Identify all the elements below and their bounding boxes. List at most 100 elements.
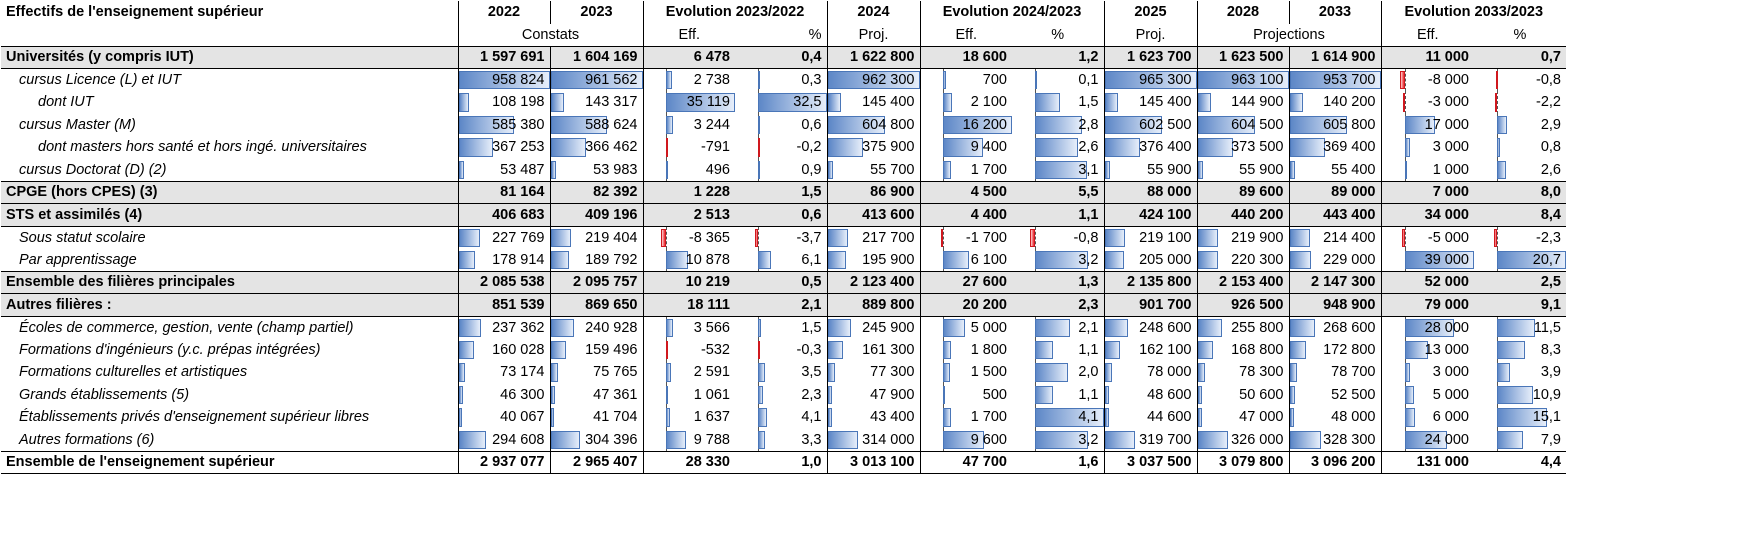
data-bar bbox=[828, 228, 849, 247]
cell-value: 7,9 bbox=[1540, 431, 1561, 448]
data-bar bbox=[1497, 340, 1525, 359]
cell-2023: 159 496 bbox=[549, 338, 643, 361]
row-label: dont masters hors santé et hors ingé. un… bbox=[38, 139, 367, 156]
cell-value: 28 330 bbox=[685, 454, 730, 471]
cell-pct-2033-2023: 8,4 bbox=[1474, 203, 1566, 227]
cell-pct-2023-2022: 0,6 bbox=[735, 113, 827, 136]
cell-value: 160 028 bbox=[492, 341, 545, 358]
data-bar bbox=[666, 93, 735, 112]
cell-value: 1,1 bbox=[1078, 386, 1099, 403]
cell-2022: 2 085 538 bbox=[457, 270, 550, 294]
cell-2028: 963 100 bbox=[1196, 68, 1289, 91]
cell-value: 52 500 bbox=[1331, 386, 1376, 403]
cell-pct-2023-2022: -3,7 bbox=[735, 226, 827, 249]
cell-2023: 82 392 bbox=[549, 180, 643, 204]
data-bar bbox=[1290, 138, 1325, 157]
cell-value: 168 800 bbox=[1231, 341, 1284, 358]
cell-value: 1 228 bbox=[693, 184, 730, 201]
cell-value: 81 164 bbox=[500, 184, 545, 201]
data-bar bbox=[1034, 363, 1069, 382]
table-row: Universités (y compris IUT) 1 597 691 1 60… bbox=[1, 46, 1566, 69]
cell-value: 53 983 bbox=[593, 161, 638, 178]
cell-value: 9 600 bbox=[970, 431, 1007, 448]
cell-eff-2023-2022: 18 111 bbox=[642, 293, 735, 317]
cell-value: 268 600 bbox=[1323, 319, 1376, 336]
cell-pct-2023-2022: 32,5 bbox=[735, 91, 827, 114]
cell-value: 1,1 bbox=[1078, 341, 1099, 358]
table-row: Formations d'ingénieurs (y.c. prépas int… bbox=[1, 338, 1566, 361]
cell-value: 40 067 bbox=[500, 409, 545, 426]
cell-value: 0,1 bbox=[1078, 72, 1099, 88]
data-bar bbox=[1494, 93, 1497, 112]
cell-pct-2033-2023: 11,5 bbox=[1474, 316, 1566, 339]
cell-value: 9,1 bbox=[1540, 296, 1561, 313]
data-bar bbox=[551, 93, 565, 112]
cell-pct-2023-2022: 0,6 bbox=[735, 203, 827, 227]
cell-eff-2033-2023: 3 000 bbox=[1380, 361, 1474, 384]
cell-value: 605 800 bbox=[1323, 116, 1376, 133]
cell-eff-2023-2022: 1 061 bbox=[642, 383, 735, 406]
data-bar bbox=[1198, 318, 1222, 337]
cell-value: 0,4 bbox=[801, 49, 822, 66]
cell-value: 1 700 bbox=[970, 409, 1007, 426]
cell-value: 7 000 bbox=[1432, 184, 1469, 201]
table-row: Ensemble de l'enseignement supérieur 2 93… bbox=[1, 450, 1566, 474]
cell-value: 328 300 bbox=[1323, 431, 1376, 448]
cell-2033: 2 147 300 bbox=[1288, 270, 1381, 294]
cell-value: 240 928 bbox=[585, 319, 638, 336]
table-row: dont masters hors santé et hors ingé. un… bbox=[1, 136, 1566, 159]
row-label: Formations culturelles et artistiques bbox=[19, 364, 248, 381]
cell-eff-2023-2022: 1 228 bbox=[642, 180, 735, 204]
cell-value: -0,8 bbox=[1073, 229, 1099, 246]
cell-value: -3,7 bbox=[796, 229, 822, 246]
cell-2022: 237 362 bbox=[457, 316, 550, 339]
cell-value: 962 300 bbox=[862, 72, 915, 88]
cell-pct-2023-2022: 1,5 bbox=[735, 316, 827, 339]
cell-eff-2033-2023: 39 000 bbox=[1380, 248, 1474, 271]
cell-pct-2024-2023: 2,3 bbox=[1012, 293, 1104, 317]
cell-2028: 604 500 bbox=[1196, 113, 1289, 136]
cell-value: 18 600 bbox=[962, 49, 1007, 66]
cell-2028: 373 500 bbox=[1196, 136, 1289, 159]
cell-2025: 319 700 bbox=[1103, 428, 1197, 451]
cell-pct-2033-2023: 3,9 bbox=[1474, 361, 1566, 384]
cell-2022: 178 914 bbox=[457, 248, 550, 271]
cell-value: 2,1 bbox=[1078, 319, 1099, 336]
cell-2022: 160 028 bbox=[457, 338, 550, 361]
cell-2033: 48 000 bbox=[1288, 406, 1381, 429]
table-row: cursus Doctorat (D) (2) 53 487 53 983 496 0,… bbox=[1, 158, 1566, 181]
cell-pct-2024-2023: 1,1 bbox=[1012, 203, 1104, 227]
cell-value: 32,5 bbox=[793, 94, 822, 111]
data-bar bbox=[459, 160, 464, 179]
cell-value: 0,8 bbox=[1540, 139, 1561, 156]
data-bar bbox=[1034, 385, 1054, 404]
subheader-percent: % bbox=[1474, 23, 1566, 47]
cell-2023: 2 965 407 bbox=[549, 450, 643, 474]
cell-eff-2024-2023: 16 200 bbox=[919, 113, 1012, 136]
data-bar bbox=[1198, 340, 1214, 359]
cell-value: 2,3 bbox=[1078, 296, 1099, 313]
cell-pct-2023-2022: 3,3 bbox=[735, 428, 827, 452]
bar-axis bbox=[1404, 69, 1406, 91]
data-bar bbox=[459, 228, 481, 247]
cell-value: 373 500 bbox=[1231, 139, 1284, 156]
table-row: Ensemble des filières principales 2 085 5… bbox=[1, 270, 1566, 294]
cell-value: 2 513 bbox=[693, 206, 730, 223]
cell-pct-2023-2022: 2,3 bbox=[735, 383, 827, 406]
data-bar bbox=[1198, 160, 1203, 179]
data-bar bbox=[757, 93, 827, 112]
cell-value: 926 500 bbox=[1231, 296, 1284, 313]
cell-value: 585 380 bbox=[492, 116, 545, 133]
cell-eff-2033-2023: 28 000 bbox=[1380, 316, 1474, 339]
cell-2033: 328 300 bbox=[1288, 428, 1381, 451]
cell-2028: 3 079 800 bbox=[1196, 450, 1289, 474]
data-bar bbox=[666, 385, 669, 404]
data-bar bbox=[1034, 160, 1087, 179]
data-bar bbox=[1404, 160, 1407, 179]
cell-2025: 78 000 bbox=[1103, 361, 1197, 384]
cell-eff-2023-2022: 496 bbox=[642, 158, 735, 181]
cell-2022: 46 300 bbox=[457, 383, 550, 406]
cell-value: 2 100 bbox=[970, 94, 1007, 111]
cell-value: 3 000 bbox=[1432, 364, 1469, 381]
row-label: Par apprentissage bbox=[19, 251, 137, 268]
